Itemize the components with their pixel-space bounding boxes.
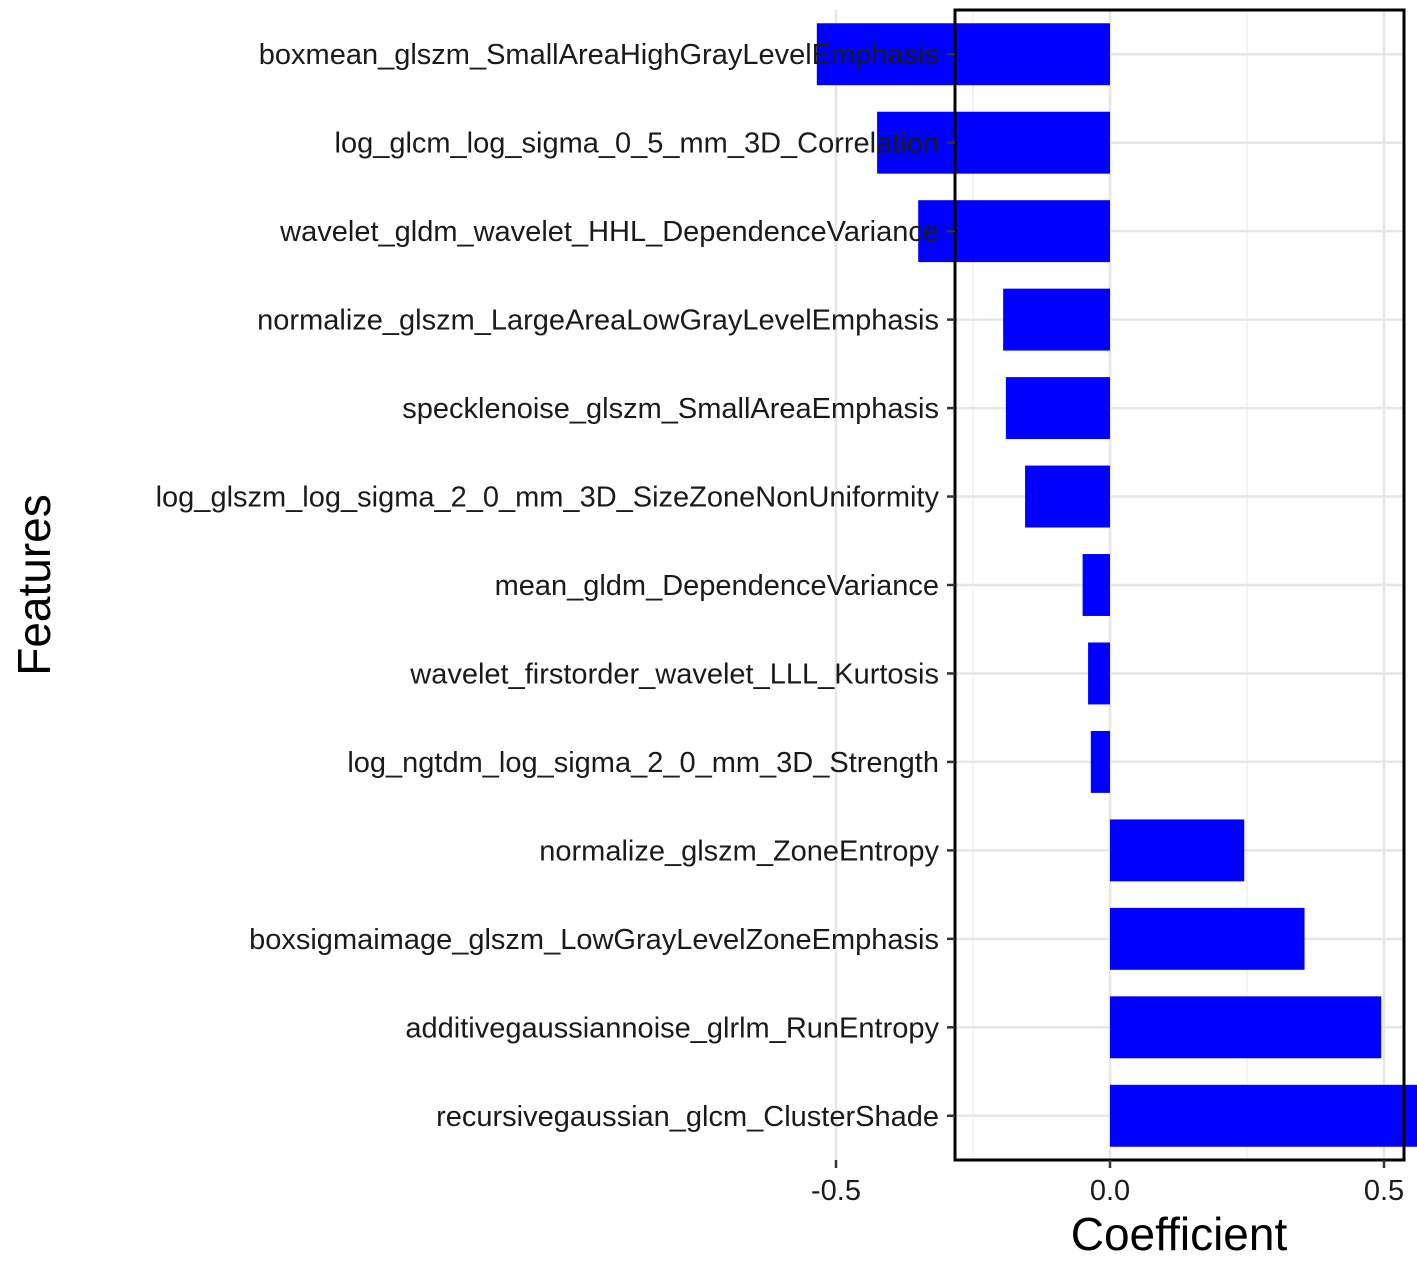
bar <box>1005 377 1110 440</box>
y-axis: boxmean_glszm_SmallAreaHighGrayLevelEmph… <box>156 39 955 1133</box>
y-tick-label: wavelet_gldm_wavelet_HHL_DependenceVaria… <box>279 216 939 248</box>
y-tick-label: mean_gldm_DependenceVariance <box>495 570 939 602</box>
y-tick-label: normalize_glszm_ZoneEntropy <box>539 835 939 867</box>
bar <box>1110 907 1305 970</box>
bar <box>1082 554 1110 616</box>
y-tick-label: log_ngtdm_log_sigma_2_0_mm_3D_Strength <box>347 747 939 779</box>
bar <box>816 23 1110 86</box>
bar <box>877 111 1110 174</box>
y-tick-label: wavelet_firstorder_wavelet_LLL_Kurtosis <box>409 658 939 690</box>
bar <box>1025 465 1110 528</box>
x-tick-label: 0.5 <box>1364 1175 1404 1207</box>
y-axis-title: Features <box>8 494 60 676</box>
x-axis-title: Coefficient <box>1071 1208 1288 1260</box>
y-tick-label: log_glcm_log_sigma_0_5_mm_3D_Correlation <box>335 128 940 160</box>
y-tick-label: recursivegaussian_glcm_ClusterShade <box>436 1101 939 1133</box>
bar <box>1088 642 1110 705</box>
y-tick-label: boxmean_glszm_SmallAreaHighGrayLevelEmph… <box>259 39 939 71</box>
bar <box>1090 730 1110 793</box>
x-axis: -0.50.00.51.0 <box>811 1160 1404 1207</box>
bar <box>1110 1084 1417 1147</box>
y-tick-label: additivegaussiannoise_glrlm_RunEntropy <box>405 1012 939 1044</box>
bars <box>816 23 1417 1147</box>
bar <box>918 200 1110 263</box>
y-tick-label: log_glszm_log_sigma_2_0_mm_3D_SizeZoneNo… <box>156 482 940 514</box>
y-tick-label: boxsigmaimage_glszm_LowGrayLevelZoneEmph… <box>249 924 939 956</box>
x-tick-label: -0.5 <box>811 1175 861 1207</box>
x-tick-label: 0.0 <box>1090 1175 1130 1207</box>
y-tick-label: normalize_glszm_LargeAreaLowGrayLevelEmp… <box>257 305 939 337</box>
bar <box>1003 288 1110 351</box>
bar <box>1110 819 1245 882</box>
y-tick-label: specklenoise_glszm_SmallAreaEmphasis <box>402 393 939 425</box>
bar <box>1110 996 1382 1059</box>
